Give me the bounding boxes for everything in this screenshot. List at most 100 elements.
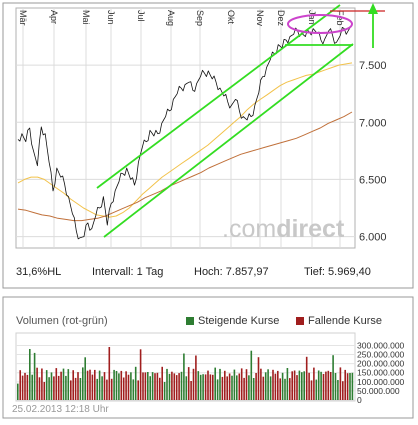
volume-bar <box>110 378 113 400</box>
volume-bar <box>151 372 154 400</box>
moving-averages <box>17 62 353 222</box>
volume-bar <box>161 366 163 400</box>
price-tick-label: 7.000 <box>359 117 387 129</box>
volume-bar <box>130 372 132 400</box>
volume-bar <box>272 369 274 400</box>
month-label: Mai <box>81 10 91 25</box>
volume-bars <box>17 347 354 400</box>
volume-bar <box>185 376 188 400</box>
interval-label: Intervall: 1 Tag <box>92 266 164 278</box>
month-label: Aug <box>166 10 176 26</box>
volume-bar <box>248 375 250 400</box>
volume-bar <box>351 372 354 400</box>
volume-bar <box>274 373 277 400</box>
volume-bar <box>279 378 281 400</box>
volume-bar <box>245 369 248 400</box>
volume-bar <box>125 371 127 400</box>
volume-bar <box>216 379 219 400</box>
volume-bar <box>36 367 38 400</box>
volume-bar <box>291 371 293 400</box>
lower-channel-line <box>103 43 354 238</box>
watermark: .comdirect <box>222 215 345 243</box>
volume-bar <box>154 373 156 400</box>
volume-bar <box>147 372 149 400</box>
volume-bar <box>120 370 123 400</box>
legend-falling-swatch <box>296 317 304 326</box>
volume-bar <box>334 373 337 400</box>
volume-bar <box>209 374 212 400</box>
price-tick-label: 6.500 <box>359 174 387 186</box>
volume-bar <box>183 353 185 400</box>
target-arrow-head <box>368 3 378 14</box>
volume-bar <box>320 371 322 400</box>
volume-bar <box>342 381 344 400</box>
performance-label: 31,6%HL <box>16 266 62 278</box>
volume-bar <box>134 366 137 400</box>
price-tick-label: 7.500 <box>359 60 387 72</box>
volume-bar <box>108 347 111 400</box>
volume-bar <box>168 373 171 400</box>
volume-bar <box>65 375 67 400</box>
volume-bar <box>113 369 115 400</box>
volume-bar <box>310 380 313 400</box>
volume-bar <box>236 375 238 400</box>
legend-rising: Steigende Kurse <box>186 315 279 327</box>
volume-bar <box>19 370 21 400</box>
volume-bar <box>346 373 349 400</box>
volume-bar <box>159 377 161 400</box>
volume-bar <box>163 382 166 400</box>
price-line <box>17 24 353 240</box>
moving-average-slow <box>17 111 353 222</box>
month-label: Okt <box>226 10 236 25</box>
volume-bar <box>38 377 41 400</box>
volume-bar <box>60 371 62 400</box>
volume-bar <box>293 370 296 400</box>
volume-tick-label: 250.000.000 <box>357 350 405 360</box>
high-label: Hoch: 7.857,97 <box>194 266 269 278</box>
volume-bar <box>260 368 262 400</box>
volume-bar <box>322 374 325 400</box>
volume-bar <box>329 372 332 400</box>
volume-bar <box>50 372 53 400</box>
price-y-axis: 6.000 6.500 7.000 7.500 <box>359 60 387 243</box>
volume-bar <box>53 376 55 400</box>
volume-bar <box>228 373 231 400</box>
volume-panel-frame <box>2 296 414 419</box>
consolidation-ellipse <box>287 14 353 34</box>
month-label: Apr <box>49 10 59 24</box>
price-plot-area <box>15 7 356 249</box>
volume-bar <box>127 374 130 400</box>
volume-bar <box>289 378 291 400</box>
volume-bar <box>24 372 26 400</box>
volume-bar <box>106 379 108 400</box>
volume-bar <box>187 367 190 400</box>
volume-bar <box>17 383 19 400</box>
volume-bar <box>233 369 236 400</box>
volume-title: Volumen (rot-grün) <box>16 315 108 327</box>
volume-bar <box>192 368 195 400</box>
volume-bar <box>48 377 50 400</box>
volume-bar <box>339 367 342 400</box>
legend-rising-label: Steigende Kurse <box>198 315 280 327</box>
volume-bar <box>156 372 159 400</box>
volume-bar <box>72 370 74 400</box>
volume-bar <box>257 357 260 400</box>
volume-bar <box>240 368 243 400</box>
volume-bar <box>55 368 58 400</box>
volume-bar <box>139 349 142 400</box>
volume-bar <box>325 371 327 400</box>
volume-bar <box>74 377 77 400</box>
volume-bar <box>29 349 31 400</box>
volume-bar <box>305 356 308 400</box>
volume-bar <box>82 367 84 400</box>
price-tick-label: 6.000 <box>359 232 387 244</box>
volume-bar <box>89 369 91 400</box>
volume-bar <box>33 352 36 400</box>
legend-falling: Fallende Kurse <box>296 315 382 327</box>
volume-bar <box>137 380 139 400</box>
moving-average-fast <box>17 62 353 218</box>
month-label: Dez <box>276 10 286 27</box>
volume-y-axis: 300.000.000250.000.000200.000.000150.000… <box>357 340 405 405</box>
volume-bar <box>202 374 204 400</box>
